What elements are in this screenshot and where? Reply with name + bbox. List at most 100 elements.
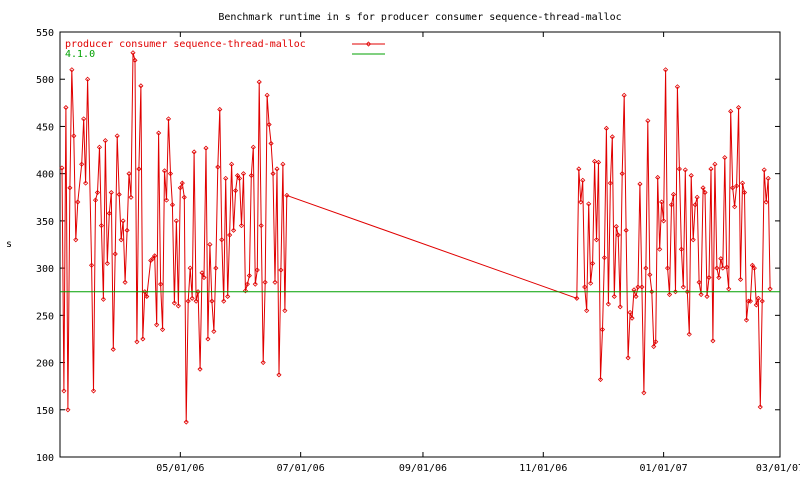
data-point [599,326,606,333]
data-point [150,256,156,262]
data-point [736,104,742,111]
data-point [264,92,270,98]
data-point [266,121,272,128]
data-point [156,130,162,136]
series-layer [59,50,780,425]
data-point [708,166,714,172]
data-point [586,201,592,207]
data-point [645,118,651,124]
data-point [231,227,237,233]
data-point [126,171,132,177]
data-point [710,338,716,344]
data-point [116,191,122,198]
data-point [704,293,710,300]
data-point [256,79,262,85]
data-point [678,246,684,252]
data-point [88,262,95,268]
data-point [726,286,732,292]
data-point [193,298,199,304]
x-tick-label: 03/01/07 [756,463,800,474]
data-point [605,301,611,307]
data-point [690,237,696,243]
data-point [120,218,126,224]
data-point [676,166,682,172]
data-point [165,116,172,122]
data-point [138,83,144,89]
data-point [666,291,673,298]
data-point [597,376,604,383]
data-point [140,336,146,342]
y-tick-label: 400 [36,170,54,181]
data-point [647,272,653,278]
data-point [236,175,243,181]
data-point [657,246,663,252]
data-point [633,293,639,300]
data-point [234,172,241,179]
data-point [641,390,647,396]
data-point [629,315,635,321]
y-tick-label: 550 [36,28,54,39]
data-point [639,284,645,290]
data-point [173,218,179,224]
data-point [714,265,720,271]
data-point [191,149,197,155]
data-point [250,144,256,150]
data-point [649,289,655,295]
data-point [718,256,724,262]
data-point [169,202,176,208]
data-point [276,372,282,378]
data-point [102,138,108,144]
data-point [67,185,73,191]
data-point [199,270,205,276]
data-point [672,289,679,295]
data-point [761,167,767,173]
data-point [90,388,97,394]
legend: producer consumer sequence-thread-malloc… [65,39,385,60]
data-point [270,171,276,177]
x-tick-label: 07/01/06 [277,463,325,474]
data-point [627,309,633,316]
data-point [183,419,189,425]
data-point [128,194,134,200]
data-point [118,237,124,243]
data-point [730,185,736,191]
series-1 [59,50,773,425]
data-point [694,194,700,200]
data-point [160,326,166,333]
data-point [71,133,77,139]
x-tick-label: 01/01/07 [640,463,688,474]
data-point [759,298,765,304]
data-point [167,171,174,177]
data-point [144,293,150,300]
data-point [607,180,613,186]
data-point [623,227,629,233]
data-point [617,304,623,310]
data-point [227,232,233,238]
data-point [195,289,201,295]
data-point [732,204,738,210]
data-point [122,279,128,285]
data-point [112,251,118,257]
data-point [668,202,675,208]
data-point [739,180,746,186]
data-point [588,280,594,286]
data-point [65,407,71,413]
data-point [280,161,286,167]
data-point [252,281,258,287]
data-point [728,108,734,114]
data-point [205,336,211,342]
data-point [79,161,85,167]
data-point [686,331,692,337]
data-point [85,76,91,82]
data-point [197,366,203,372]
data-point [260,359,266,366]
data-point [268,140,274,147]
y-tick-label: 300 [36,264,54,275]
data-point [248,172,254,179]
data-point [254,267,260,273]
legend-label: 4.1.0 [65,49,95,60]
data-point [136,166,142,172]
data-point [217,106,223,113]
data-point [75,199,81,205]
data-point [142,289,148,295]
